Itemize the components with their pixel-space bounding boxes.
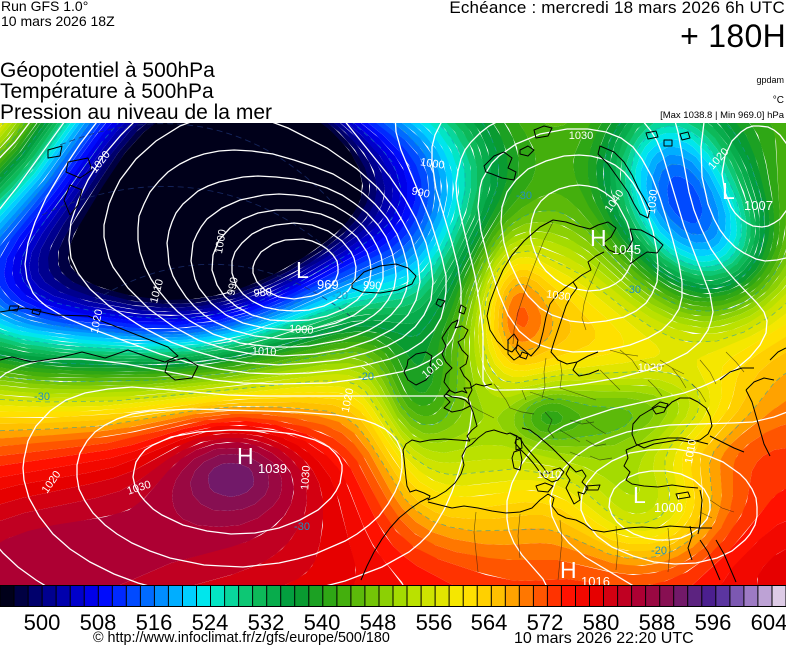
svg-text:990: 990 [410,185,430,201]
svg-text:1000: 1000 [419,156,445,171]
svg-text:990: 990 [225,276,241,296]
svg-text:1010: 1010 [252,346,277,359]
svg-text:L: L [722,178,735,204]
svg-text:L: L [633,482,646,508]
svg-text:1000: 1000 [213,228,229,254]
svg-text:-20: -20 [332,290,348,302]
svg-text:1045: 1045 [612,242,641,257]
svg-text:1020: 1020 [638,362,662,374]
svg-text:H: H [590,225,607,251]
svg-text:969: 969 [317,277,339,292]
svg-text:1039: 1039 [258,461,287,476]
svg-text:1030: 1030 [569,130,593,142]
svg-text:-30: -30 [516,190,532,202]
svg-text:1000: 1000 [289,323,314,337]
svg-text:990: 990 [363,280,382,293]
svg-text:-30: -30 [34,391,50,403]
svg-text:H: H [237,443,254,469]
svg-text:-20: -20 [651,545,667,557]
svg-text:1010: 1010 [537,469,561,481]
svg-text:1030: 1030 [299,465,313,490]
svg-text:1020: 1020 [340,387,357,413]
svg-text:1020: 1020 [89,308,106,334]
svg-text:-20: -20 [358,371,374,383]
svg-text:1016: 1016 [581,574,610,585]
svg-text:980: 980 [253,286,272,300]
svg-text:1030: 1030 [545,288,571,303]
svg-text:-30: -30 [625,284,641,296]
svg-text:1030: 1030 [646,189,660,214]
svg-text:1000: 1000 [654,500,683,515]
svg-text:1010: 1010 [683,438,699,464]
svg-text:L: L [296,257,309,283]
svg-text:-30: -30 [294,521,310,533]
svg-text:1007: 1007 [744,198,773,213]
svg-text:H: H [560,557,577,583]
